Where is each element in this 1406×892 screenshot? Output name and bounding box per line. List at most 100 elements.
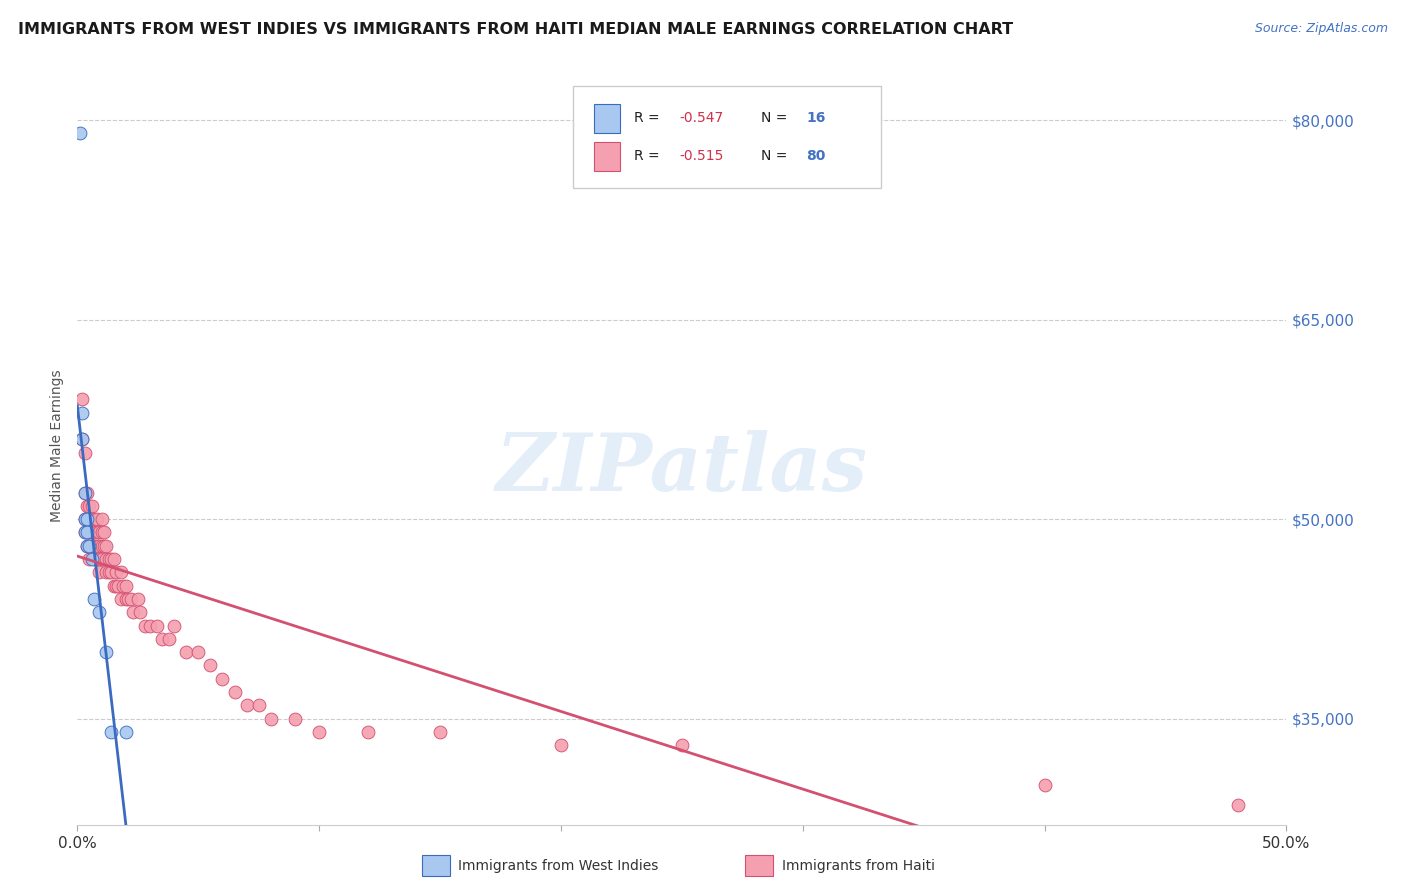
Point: [671, 739, 693, 753]
Point: [163, 618, 186, 632]
Point: [86, 539, 108, 553]
Point: [187, 645, 209, 659]
Text: -0.515: -0.515: [679, 149, 724, 163]
Point: [73, 485, 96, 500]
Point: [76, 539, 98, 553]
Text: Source: ZipAtlas.com: Source: ZipAtlas.com: [1254, 22, 1388, 36]
Point: [70, 392, 93, 407]
Point: [235, 698, 257, 713]
Point: [93, 525, 115, 540]
Point: [97, 552, 120, 566]
Point: [96, 552, 118, 566]
Text: Immigrants from West Indies: Immigrants from West Indies: [458, 859, 659, 873]
Point: [80, 512, 103, 526]
Point: [90, 525, 112, 540]
Point: [429, 725, 451, 739]
Point: [80, 552, 103, 566]
Text: R =: R =: [634, 112, 664, 126]
Point: [96, 566, 118, 580]
Point: [87, 566, 110, 580]
FancyBboxPatch shape: [593, 104, 620, 133]
Point: [1227, 798, 1250, 813]
Point: [308, 725, 330, 739]
Point: [83, 512, 105, 526]
Point: [146, 618, 169, 632]
Point: [224, 685, 246, 699]
Point: [174, 645, 197, 659]
Text: N =: N =: [761, 149, 792, 163]
Point: [100, 725, 122, 739]
Point: [90, 512, 112, 526]
Point: [120, 591, 142, 606]
Y-axis label: Median Male Earnings: Median Male Earnings: [51, 369, 65, 523]
Point: [79, 525, 101, 540]
Text: IMMIGRANTS FROM WEST INDIES VS IMMIGRANTS FROM HAITI MEDIAN MALE EARNINGS CORREL: IMMIGRANTS FROM WEST INDIES VS IMMIGRANT…: [18, 22, 1014, 37]
Point: [83, 525, 105, 540]
Point: [139, 618, 162, 632]
Point: [114, 725, 136, 739]
Point: [80, 539, 103, 553]
Point: [112, 579, 135, 593]
Text: -0.547: -0.547: [679, 112, 724, 126]
Point: [110, 591, 132, 606]
Point: [73, 485, 96, 500]
Text: R =: R =: [634, 149, 664, 163]
Point: [550, 739, 572, 753]
Point: [114, 591, 136, 606]
Point: [76, 485, 98, 500]
Point: [76, 512, 98, 526]
Point: [80, 525, 103, 540]
Point: [76, 512, 98, 526]
Point: [79, 512, 101, 526]
Point: [86, 512, 108, 526]
Point: [260, 712, 283, 726]
Point: [76, 499, 98, 513]
Point: [73, 445, 96, 459]
Point: [103, 579, 125, 593]
Point: [86, 525, 108, 540]
Point: [129, 605, 152, 619]
Point: [100, 552, 122, 566]
Point: [73, 512, 96, 526]
Point: [96, 539, 118, 553]
Point: [70, 433, 93, 447]
Point: [83, 591, 105, 606]
Point: [356, 725, 378, 739]
Point: [93, 539, 115, 553]
Point: [200, 658, 222, 673]
Point: [105, 579, 128, 593]
Text: 80: 80: [807, 149, 825, 163]
Point: [73, 525, 96, 540]
Point: [284, 712, 307, 726]
Point: [87, 525, 110, 540]
Point: [1033, 778, 1056, 792]
Point: [127, 591, 149, 606]
Text: Immigrants from Haiti: Immigrants from Haiti: [782, 859, 935, 873]
Point: [110, 566, 132, 580]
Point: [247, 698, 270, 713]
Point: [79, 539, 101, 553]
Point: [90, 539, 112, 553]
FancyBboxPatch shape: [593, 142, 620, 170]
Point: [83, 539, 105, 553]
Point: [105, 566, 128, 580]
Point: [87, 605, 110, 619]
Point: [83, 552, 105, 566]
Point: [80, 499, 103, 513]
Point: [70, 433, 93, 447]
FancyBboxPatch shape: [574, 86, 882, 188]
Point: [122, 605, 145, 619]
Point: [117, 591, 139, 606]
Point: [76, 525, 98, 540]
Point: [87, 552, 110, 566]
Point: [134, 618, 156, 632]
Point: [87, 539, 110, 553]
Point: [79, 539, 101, 553]
Point: [69, 127, 91, 141]
Point: [73, 512, 96, 526]
Point: [90, 552, 112, 566]
Point: [73, 525, 96, 540]
Point: [96, 645, 118, 659]
Point: [97, 566, 120, 580]
Point: [100, 566, 122, 580]
